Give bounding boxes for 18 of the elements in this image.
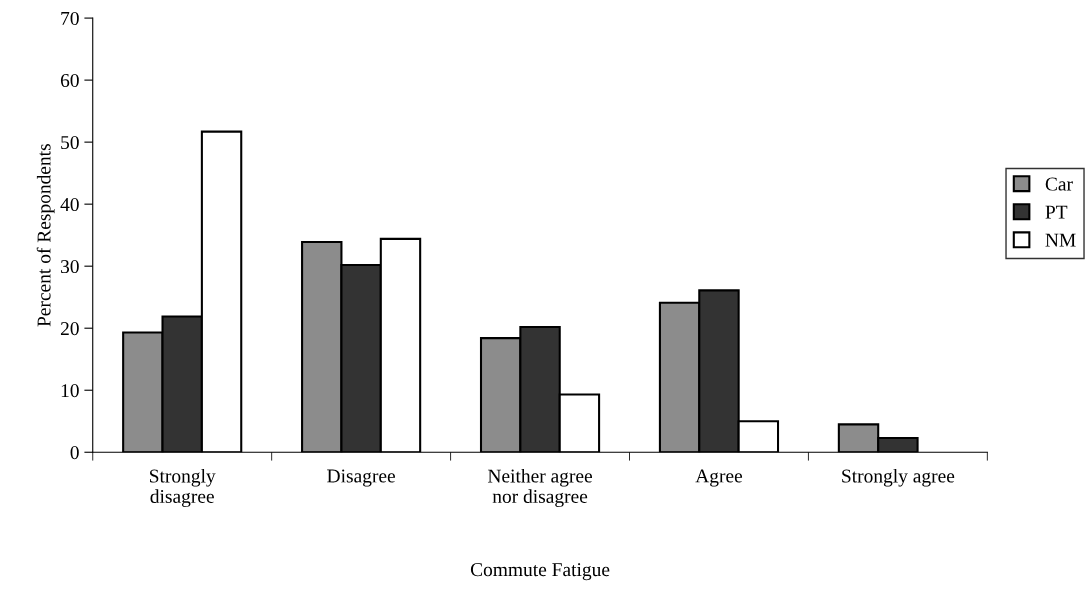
x-tick-label: Disagree <box>327 469 395 487</box>
x-tick-label: Strongly agree <box>842 468 955 487</box>
y-tick-label: 50 <box>61 135 79 150</box>
legend-label: NM <box>1045 233 1076 247</box>
x-tick-label: Strongly disagree <box>150 468 216 507</box>
y-tick-label: 10 <box>61 384 79 398</box>
x-tick-label: Neither agree nor disagree <box>487 468 592 507</box>
legend-label: Car <box>1045 177 1073 191</box>
y-tick-label: 20 <box>60 322 79 336</box>
y-axis-title: Percent of Respondents <box>36 144 55 327</box>
y-tick-label: 0 <box>70 446 79 460</box>
y-tick-label: 60 <box>60 73 79 88</box>
y-tick-label: 70 <box>61 11 79 26</box>
legend-label: PT <box>1045 205 1068 219</box>
y-tick-label: 30 <box>61 260 79 274</box>
y-tick-label: 40 <box>60 197 79 212</box>
x-tick-label: Agree <box>695 469 743 487</box>
x-axis-title: Commute Fatigue <box>470 563 610 581</box>
